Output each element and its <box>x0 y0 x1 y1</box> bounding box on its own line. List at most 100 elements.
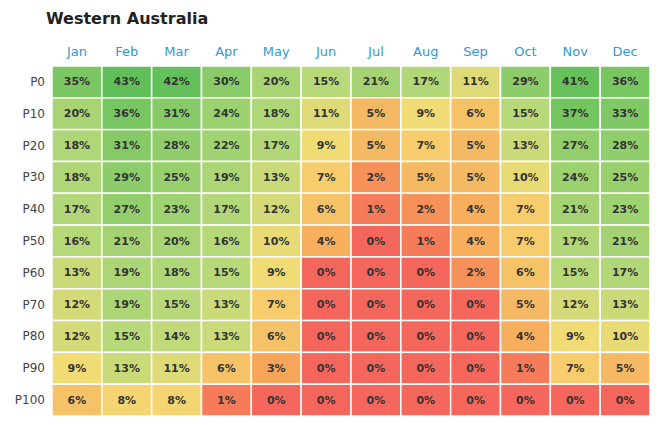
heatmap-cell <box>152 225 202 257</box>
cell-label: 0% <box>267 394 286 407</box>
cell-label: 15% <box>512 107 538 120</box>
cell-label: 0% <box>367 330 386 343</box>
cell-label: 31% <box>163 107 189 120</box>
cell-labels: 35%43%42%30%20%15%21%17%11%29%41%36%20%3… <box>64 75 639 406</box>
row-label: P70 <box>22 298 45 312</box>
cell-label: 13% <box>64 266 90 279</box>
cell-label: 0% <box>416 266 435 279</box>
heatmap-cell <box>451 257 501 289</box>
cell-label: 7% <box>516 235 535 248</box>
heatmap-cell <box>451 321 501 353</box>
cell-label: 2% <box>466 266 485 279</box>
heatmap-cell <box>301 98 351 130</box>
heatmap-cell <box>52 66 102 98</box>
cell-label: 25% <box>612 171 638 184</box>
heatmap-cell <box>351 352 401 384</box>
heatmap-cell <box>351 161 401 193</box>
column-header: May <box>263 44 290 59</box>
cell-label: 0% <box>367 362 386 375</box>
cell-label: 4% <box>516 330 535 343</box>
heatmap-cell <box>102 321 152 353</box>
heatmap-cell <box>451 193 501 225</box>
cell-label: 0% <box>317 266 336 279</box>
cell-label: 0% <box>317 394 336 407</box>
heatmap-cell <box>600 98 650 130</box>
cell-label: 0% <box>466 394 485 407</box>
heatmap-cell <box>550 225 600 257</box>
cell-label: 21% <box>114 235 140 248</box>
heatmap-cell <box>52 225 102 257</box>
heatmap-cell <box>251 257 301 289</box>
heatmap-cell <box>301 384 351 416</box>
cell-label: 9% <box>267 266 286 279</box>
heatmap-cell <box>152 98 202 130</box>
cell-label: 5% <box>466 171 485 184</box>
cell-label: 41% <box>562 75 588 88</box>
cell-label: 7% <box>267 298 286 311</box>
heatmap-cell <box>52 98 102 130</box>
heatmap-cell <box>202 66 252 98</box>
cell-label: 8% <box>117 394 136 407</box>
cell-label: 30% <box>213 75 239 88</box>
heatmap-cell <box>501 289 551 321</box>
heatmap-cell <box>600 257 650 289</box>
heatmap-cell <box>152 130 202 162</box>
cell-label: 17% <box>562 235 588 248</box>
cell-label: 29% <box>512 75 538 88</box>
heatmap-cell <box>301 66 351 98</box>
column-header: Sep <box>463 44 488 59</box>
cell-label: 24% <box>562 171 588 184</box>
heatmap-cell <box>451 225 501 257</box>
cell-label: 13% <box>114 362 140 375</box>
cell-label: 28% <box>612 139 638 152</box>
cell-label: 16% <box>213 235 239 248</box>
heatmap-cell <box>451 98 501 130</box>
cell-label: 9% <box>317 139 336 152</box>
cell-label: 11% <box>163 362 189 375</box>
heatmap-cell <box>550 161 600 193</box>
cell-label: 37% <box>562 107 588 120</box>
heatmap-cell <box>251 161 301 193</box>
cell-label: 10% <box>512 171 538 184</box>
cell-label: 13% <box>263 171 289 184</box>
cell-label: 36% <box>114 107 140 120</box>
heatmap-cell <box>52 321 102 353</box>
heatmap-cell <box>202 321 252 353</box>
column-header: Apr <box>215 44 238 59</box>
cell-label: 35% <box>64 75 90 88</box>
cell-label: 21% <box>562 203 588 216</box>
heatmap-cell <box>102 98 152 130</box>
cell-label: 0% <box>566 394 585 407</box>
heatmap-cell <box>152 352 202 384</box>
heatmap-cell <box>251 193 301 225</box>
cell-label: 12% <box>64 330 90 343</box>
heatmap-cell <box>451 289 501 321</box>
cell-label: 18% <box>64 171 90 184</box>
heatmap-cell <box>251 66 301 98</box>
heatmap-cell <box>600 130 650 162</box>
heatmap-cell <box>52 161 102 193</box>
heatmap-cell <box>401 161 451 193</box>
heatmap-cell <box>600 225 650 257</box>
cell-label: 20% <box>64 107 90 120</box>
cell-label: 0% <box>616 394 635 407</box>
heatmap-cell <box>401 193 451 225</box>
heatmap-cell <box>501 321 551 353</box>
cell-label: 17% <box>213 203 239 216</box>
heatmap-cell <box>401 257 451 289</box>
heatmap-cell <box>401 321 451 353</box>
cell-label: 0% <box>367 298 386 311</box>
heatmap-cell <box>301 193 351 225</box>
heatmap-cell <box>501 352 551 384</box>
column-header: Mar <box>164 44 189 59</box>
cell-label: 5% <box>367 107 386 120</box>
cell-label: 23% <box>612 203 638 216</box>
heatmap-cell <box>351 225 401 257</box>
cell-label: 1% <box>516 362 535 375</box>
row-label: P30 <box>22 170 45 184</box>
cell-label: 33% <box>612 107 638 120</box>
cell-label: 31% <box>114 139 140 152</box>
cell-label: 16% <box>64 235 90 248</box>
heatmap-cell <box>152 66 202 98</box>
heatmap-cell <box>102 130 152 162</box>
